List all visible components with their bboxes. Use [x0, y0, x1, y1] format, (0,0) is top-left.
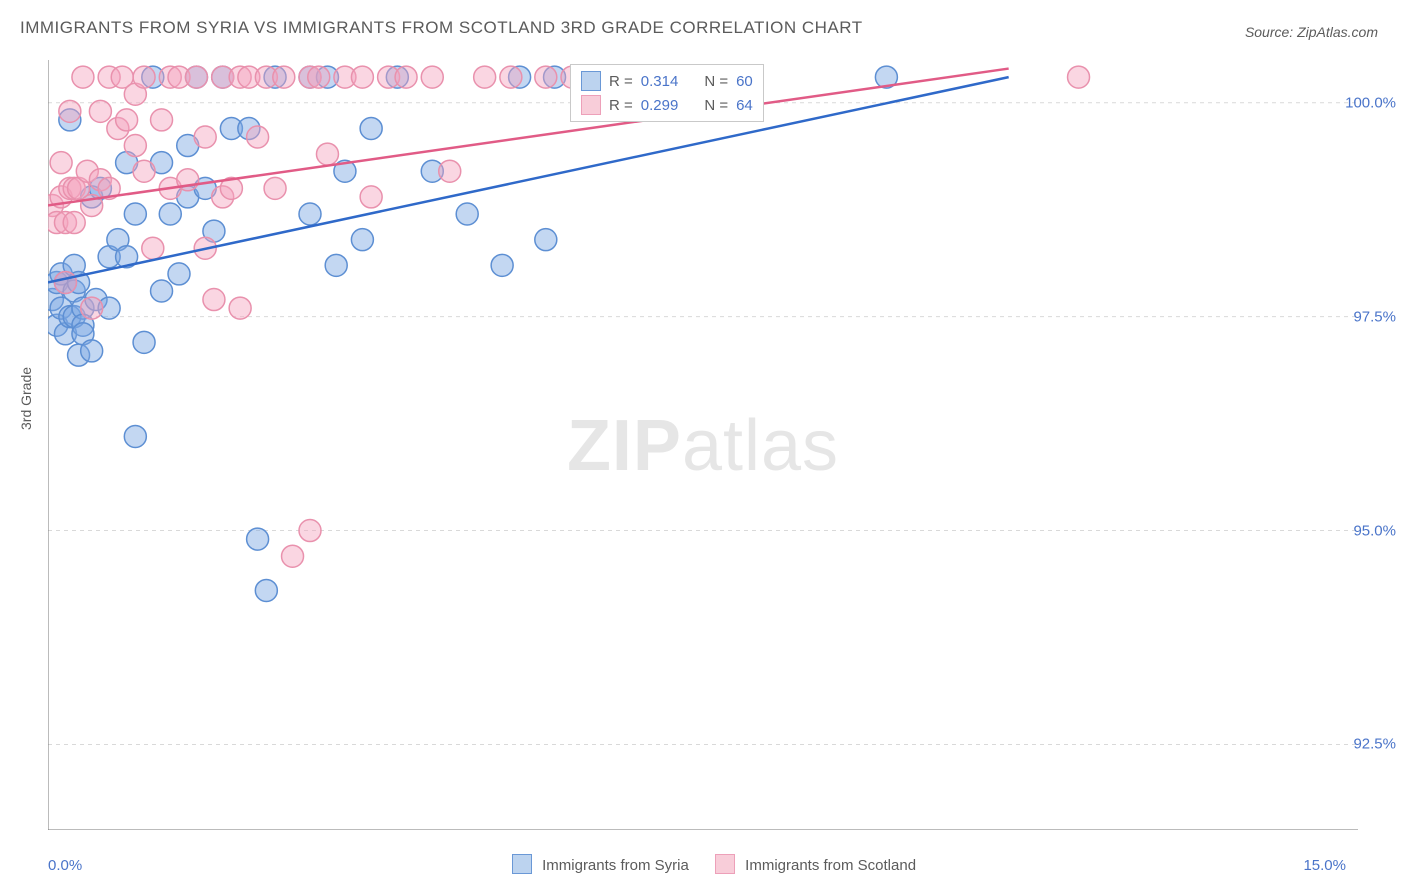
- y-tick-label: 97.5%: [1353, 308, 1396, 325]
- source-prefix: Source:: [1245, 24, 1297, 40]
- scatter-plot: [48, 60, 1358, 830]
- r-label: R =: [609, 73, 633, 90]
- n-value-syria: 60: [736, 73, 753, 90]
- n-label: N =: [704, 73, 728, 90]
- correlation-legend: R = 0.314 N = 60 R = 0.299 N = 64: [570, 64, 764, 122]
- y-tick-label: 92.5%: [1353, 736, 1396, 753]
- legend-swatch-syria-icon: [581, 71, 601, 91]
- legend-label-syria: Immigrants from Syria: [542, 857, 689, 874]
- n-label: N =: [704, 97, 728, 114]
- legend-row-scotland: R = 0.299 N = 64: [581, 93, 753, 117]
- r-label: R =: [609, 97, 633, 114]
- y-tick-label: 95.0%: [1353, 522, 1396, 539]
- n-value-scotland: 64: [736, 97, 753, 114]
- legend-row-syria: R = 0.314 N = 60: [581, 69, 753, 93]
- chart-title: IMMIGRANTS FROM SYRIA VS IMMIGRANTS FROM…: [20, 18, 863, 38]
- legend-swatch-syria: [512, 854, 532, 874]
- source-credit: Source: ZipAtlas.com: [1245, 24, 1378, 40]
- r-value-syria: 0.314: [641, 73, 679, 90]
- legend-swatch-scotland-icon: [581, 95, 601, 115]
- legend-label-scotland: Immigrants from Scotland: [745, 857, 916, 874]
- legend-swatch-scotland: [715, 854, 735, 874]
- footer-legend: Immigrants from Syria Immigrants from Sc…: [0, 854, 1406, 874]
- y-axis-label: 3rd Grade: [18, 367, 34, 430]
- y-tick-label: 100.0%: [1345, 94, 1396, 111]
- source-name: ZipAtlas.com: [1297, 24, 1378, 40]
- r-value-scotland: 0.299: [641, 97, 679, 114]
